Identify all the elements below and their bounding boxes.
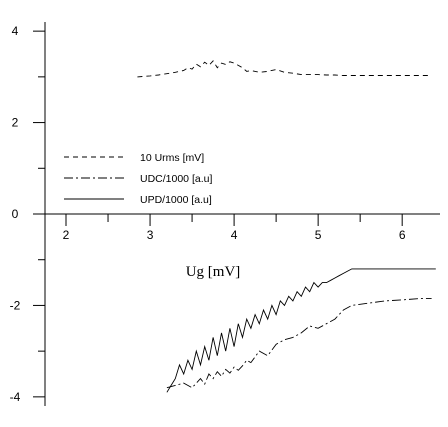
y-tick-label: -2 xyxy=(10,298,21,312)
series-line xyxy=(166,268,436,393)
legend-label: UPD/1000 [a.u] xyxy=(140,194,212,206)
x-tick-label: 2 xyxy=(63,228,70,242)
x-axis-label: Ug [mV] xyxy=(186,264,241,280)
x-tick-label: 4 xyxy=(231,228,238,242)
legend: 10 Urms [mV] UDC/1000 [a.u] UPD/1000 [a.u] xyxy=(64,152,212,206)
x-tick-label: 5 xyxy=(315,228,322,242)
y-tick-label: 2 xyxy=(12,116,19,130)
y-tick-label: -4 xyxy=(10,390,21,404)
legend-label: 10 Urms [mV] xyxy=(140,152,204,164)
axes: 4 2 0 -2 -4 2 3 4 5 6 xyxy=(10,22,440,406)
series-lines xyxy=(137,60,436,393)
legend-label: UDC/1000 [a.u] xyxy=(140,173,212,185)
x-tick-label: 3 xyxy=(147,228,154,242)
series-line xyxy=(137,60,432,78)
series-line xyxy=(166,298,432,389)
y-tick-label: 0 xyxy=(12,207,19,221)
x-tick-label: 6 xyxy=(399,228,406,242)
y-tick-label: 4 xyxy=(12,24,19,38)
